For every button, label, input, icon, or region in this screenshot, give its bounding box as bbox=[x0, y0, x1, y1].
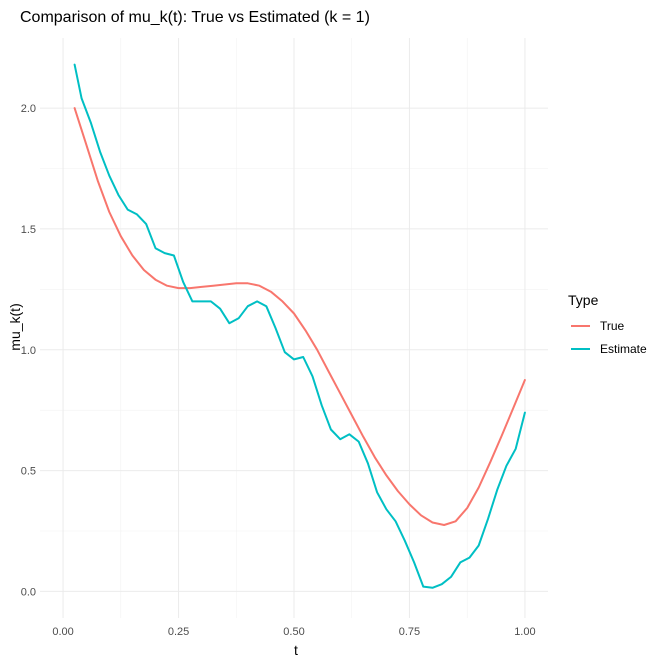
y-tick-label: 0.0 bbox=[21, 586, 36, 598]
chart-title: Comparison of mu_k(t): True vs Estimated… bbox=[20, 9, 370, 26]
x-tick-label: 0.00 bbox=[52, 626, 73, 638]
series-lines bbox=[73, 63, 526, 589]
grid bbox=[40, 38, 548, 618]
x-axis-ticks: 0.00 0.25 0.50 0.75 1.00 bbox=[52, 626, 535, 638]
y-tick-label: 1.5 bbox=[21, 224, 36, 236]
y-axis-title: mu_k(t) bbox=[7, 303, 23, 350]
y-tick-label: 2.0 bbox=[21, 103, 36, 115]
legend-label-true: True bbox=[600, 319, 625, 333]
x-tick-label: 1.00 bbox=[514, 626, 535, 638]
x-tick-label: 0.50 bbox=[283, 626, 304, 638]
legend-label-estimate: Estimate bbox=[600, 342, 647, 356]
y-tick-label: 0.5 bbox=[21, 466, 36, 478]
x-tick-label: 0.75 bbox=[399, 626, 420, 638]
y-tick-label: 1.0 bbox=[21, 345, 36, 357]
series-line-true bbox=[73, 107, 526, 526]
legend: Type True Estimate bbox=[568, 292, 647, 356]
y-axis-ticks: 0.0 0.5 1.0 1.5 2.0 bbox=[21, 103, 36, 598]
legend-title: Type bbox=[568, 292, 599, 308]
series-line-estimate bbox=[73, 63, 526, 589]
x-axis-title: t bbox=[294, 642, 298, 658]
x-tick-label: 0.25 bbox=[168, 626, 189, 638]
